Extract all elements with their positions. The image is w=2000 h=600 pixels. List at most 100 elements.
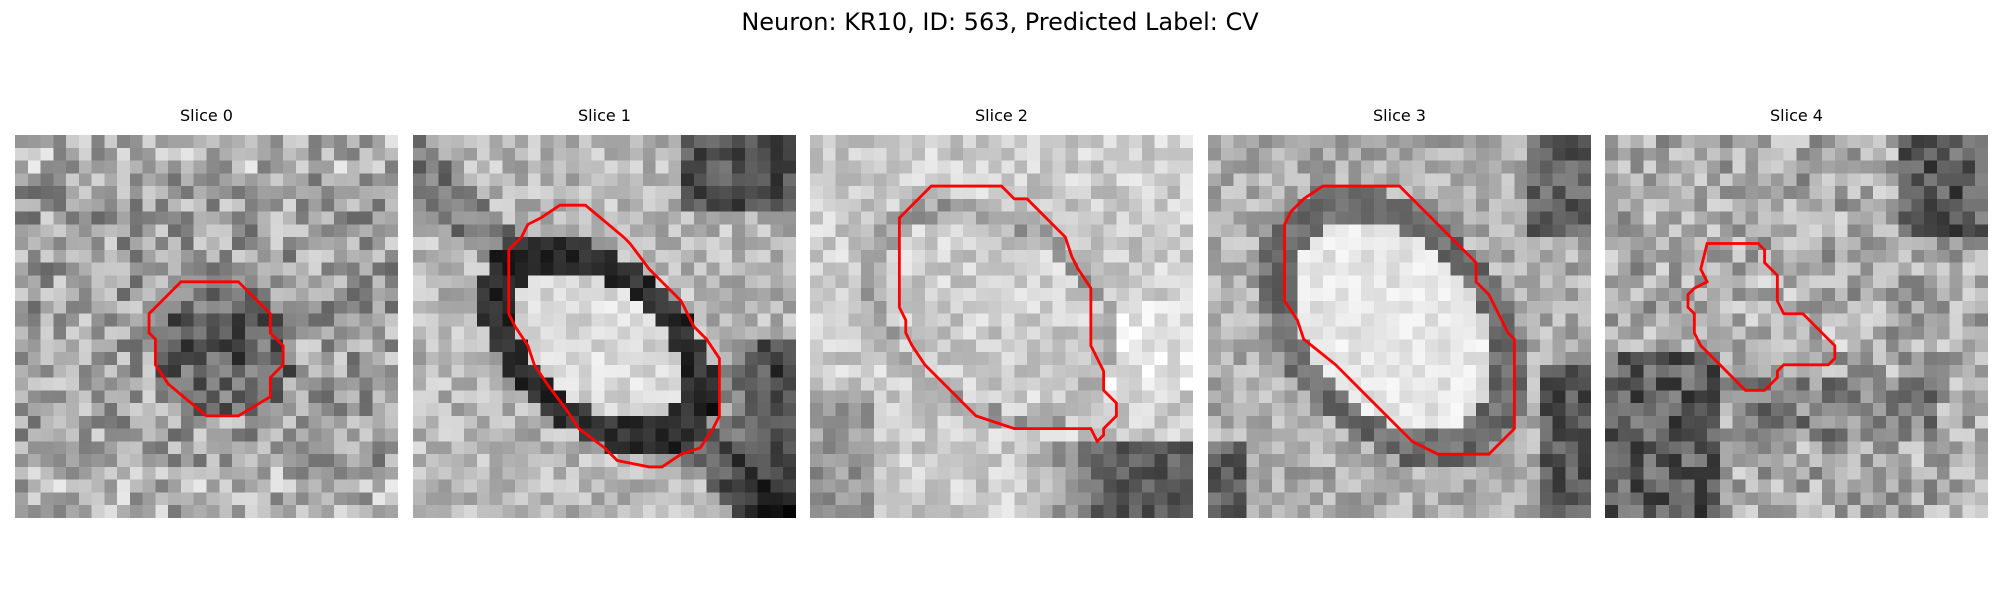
slice-3-pixel <box>1399 211 1413 225</box>
slice-3-pixel <box>1297 275 1311 289</box>
slice-3-pixel <box>1246 300 1260 314</box>
slice-2-pixel <box>1014 390 1028 404</box>
slice-3-pixel <box>1208 377 1222 391</box>
slice-2-pixel <box>1052 352 1066 366</box>
slice-0-pixel <box>78 454 92 468</box>
slice-1-pixel <box>464 377 478 391</box>
slice-2-pixel <box>988 352 1002 366</box>
slice-4-pixel <box>1860 339 1874 353</box>
slice-4-pixel <box>1834 441 1848 455</box>
slice-1-pixel <box>578 454 592 468</box>
slice-2-pixel <box>822 186 836 200</box>
slice-2-pixel <box>1052 390 1066 404</box>
slice-1-pixel <box>617 352 631 366</box>
slice-4-pixel <box>1783 505 1797 518</box>
slice-4-pixel <box>1975 326 1988 340</box>
slice-0-pixel <box>168 339 182 353</box>
slice-4-pixel <box>1834 428 1848 442</box>
slice-4-pixel <box>1949 275 1963 289</box>
slice-3-pixel <box>1399 300 1413 314</box>
slice-0-pixel <box>193 211 207 225</box>
slice-3-pixel <box>1412 262 1426 276</box>
slice-1-pixel <box>617 441 631 455</box>
slice-2-pixel <box>988 186 1002 200</box>
slice-1-pixel <box>693 288 707 302</box>
slice-3-pixel <box>1565 275 1579 289</box>
slice-2-pixel <box>1078 505 1092 518</box>
slice-4-pixel <box>1860 428 1874 442</box>
slice-4-pixel <box>1617 466 1631 480</box>
slice-0-pixel <box>283 173 297 187</box>
slice-3-pixel <box>1437 339 1451 353</box>
slice-3-pixel <box>1425 364 1439 378</box>
slice-3-pixel <box>1437 466 1451 480</box>
slice-0-pixel <box>257 135 271 149</box>
slice-3-pixel <box>1578 479 1591 493</box>
slice-0-pixel <box>91 237 105 251</box>
slice-2-pixel <box>1103 173 1117 187</box>
slice-4-pixel <box>1732 390 1746 404</box>
slice-2-pixel <box>873 173 887 187</box>
slice-4-pixel <box>1707 441 1721 455</box>
slice-1-pixel <box>578 313 592 327</box>
slice-0-pixel <box>193 147 207 161</box>
slice-4-pixel <box>1847 326 1861 340</box>
slice-2-pixel <box>924 390 938 404</box>
slice-4-pixel <box>1707 377 1721 391</box>
slice-0-pixel <box>40 262 54 276</box>
slice-2-pixel <box>975 454 989 468</box>
slice-1-pixel <box>451 492 465 506</box>
slice-4-pixel <box>1822 479 1836 493</box>
slice-0-pixel <box>372 492 386 506</box>
slice-2-pixel <box>1001 428 1015 442</box>
slice-3-pixel <box>1259 224 1273 238</box>
slice-0-pixel <box>142 403 156 417</box>
slice-4-pixel <box>1847 441 1861 455</box>
slice-1-pixel <box>464 415 478 429</box>
slice-1-pixel <box>553 390 567 404</box>
slice-1-pixel <box>757 249 771 263</box>
slice-2-pixel <box>924 505 938 518</box>
slice-2-pixel <box>963 492 977 506</box>
slice-1-pixel <box>489 377 503 391</box>
slice-2-pixel <box>924 339 938 353</box>
slice-4-pixel <box>1732 300 1746 314</box>
slice-1-pixel <box>489 288 503 302</box>
slice-3-pixel <box>1220 300 1234 314</box>
slice-2-pixel <box>1027 135 1041 149</box>
slice-4-pixel <box>1681 198 1695 212</box>
slice-0-pixel <box>53 377 67 391</box>
slice-2-pixel <box>873 186 887 200</box>
slice-4-pixel <box>1975 492 1988 506</box>
slice-4-pixel <box>1758 211 1772 225</box>
slice-2-pixel <box>975 479 989 493</box>
slice-2-pixel <box>873 492 887 506</box>
slice-4-pixel <box>1643 505 1657 518</box>
slice-2-pixel <box>886 466 900 480</box>
slice-3-pixel <box>1565 492 1579 506</box>
slice-3-pixel <box>1450 352 1464 366</box>
slice-3-pixel <box>1425 390 1439 404</box>
slice-3-pixel <box>1514 377 1528 391</box>
slice-0-pixel <box>91 352 105 366</box>
slice-4-pixel <box>1809 249 1823 263</box>
slice-4-pixel <box>1936 249 1950 263</box>
slice-1-pixel <box>451 454 465 468</box>
slice-2-pixel <box>848 198 862 212</box>
slice-0-pixel <box>219 454 233 468</box>
slice-3-pixel <box>1425 275 1439 289</box>
slice-2-pixel <box>848 428 862 442</box>
slice-3-pixel <box>1246 377 1260 391</box>
slice-4-pixel <box>1796 262 1810 276</box>
slice-4-pixel <box>1681 160 1695 174</box>
slice-1-pixel <box>591 352 605 366</box>
slice-2-pixel <box>963 441 977 455</box>
slice-2-pixel <box>1001 454 1015 468</box>
slice-1-pixel <box>566 505 580 518</box>
slice-0-pixel <box>219 186 233 200</box>
slice-1-pixel <box>681 211 695 225</box>
slice-2-pixel <box>912 262 926 276</box>
slice-4-pixel <box>1668 237 1682 251</box>
slice-1-pixel <box>681 390 695 404</box>
slice-1-pixel <box>425 173 439 187</box>
